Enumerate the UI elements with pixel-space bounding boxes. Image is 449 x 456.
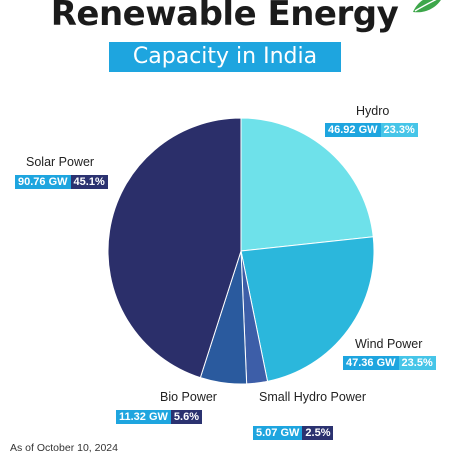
percent-label-wind: 23.5% (398, 356, 436, 370)
pie-slice-hydro (240, 117, 374, 252)
footnote: As of October 10, 2024 (10, 442, 118, 454)
slice-label-hydro: Hydro (356, 104, 390, 118)
badge-wind: 47.36 GW 23.5% (343, 356, 436, 370)
value-label-small-hydro: 5.07 GW (253, 426, 303, 440)
percent-label-hydro: 23.3% (380, 123, 418, 137)
badge-solar: 90.76 GW 45.1% (15, 175, 108, 189)
badge-hydro: 46.92 GW 23.3% (325, 123, 418, 137)
value-label-bio: 11.32 GW (116, 410, 171, 424)
chart-title: Renewable Energy (50, 0, 399, 34)
green-leaf-icon (413, 0, 441, 13)
percent-label-small-hydro: 2.5% (302, 426, 334, 440)
value-label-wind: 47.36 GW (343, 356, 399, 370)
slice-label-small-hydro: Small Hydro Power (259, 390, 366, 404)
pie-slice-wind-power (240, 236, 375, 382)
slice-label-wind: Wind Power (355, 337, 423, 351)
badge-bio: 11.32 GW 5.6% (116, 410, 202, 424)
percent-label-bio: 5.6% (170, 410, 202, 424)
slice-label-bio: Bio Power (160, 390, 217, 404)
badge-small-hydro: 5.07 GW 2.5% (253, 426, 334, 440)
value-label-solar: 90.76 GW (15, 175, 71, 189)
percent-label-solar: 45.1% (70, 175, 108, 189)
slice-label-solar: Solar Power (26, 155, 95, 169)
chart-subtitle: Capacity in India (109, 42, 341, 72)
value-label-hydro: 46.92 GW (325, 123, 381, 137)
pie-slice-solar-power (107, 117, 242, 379)
